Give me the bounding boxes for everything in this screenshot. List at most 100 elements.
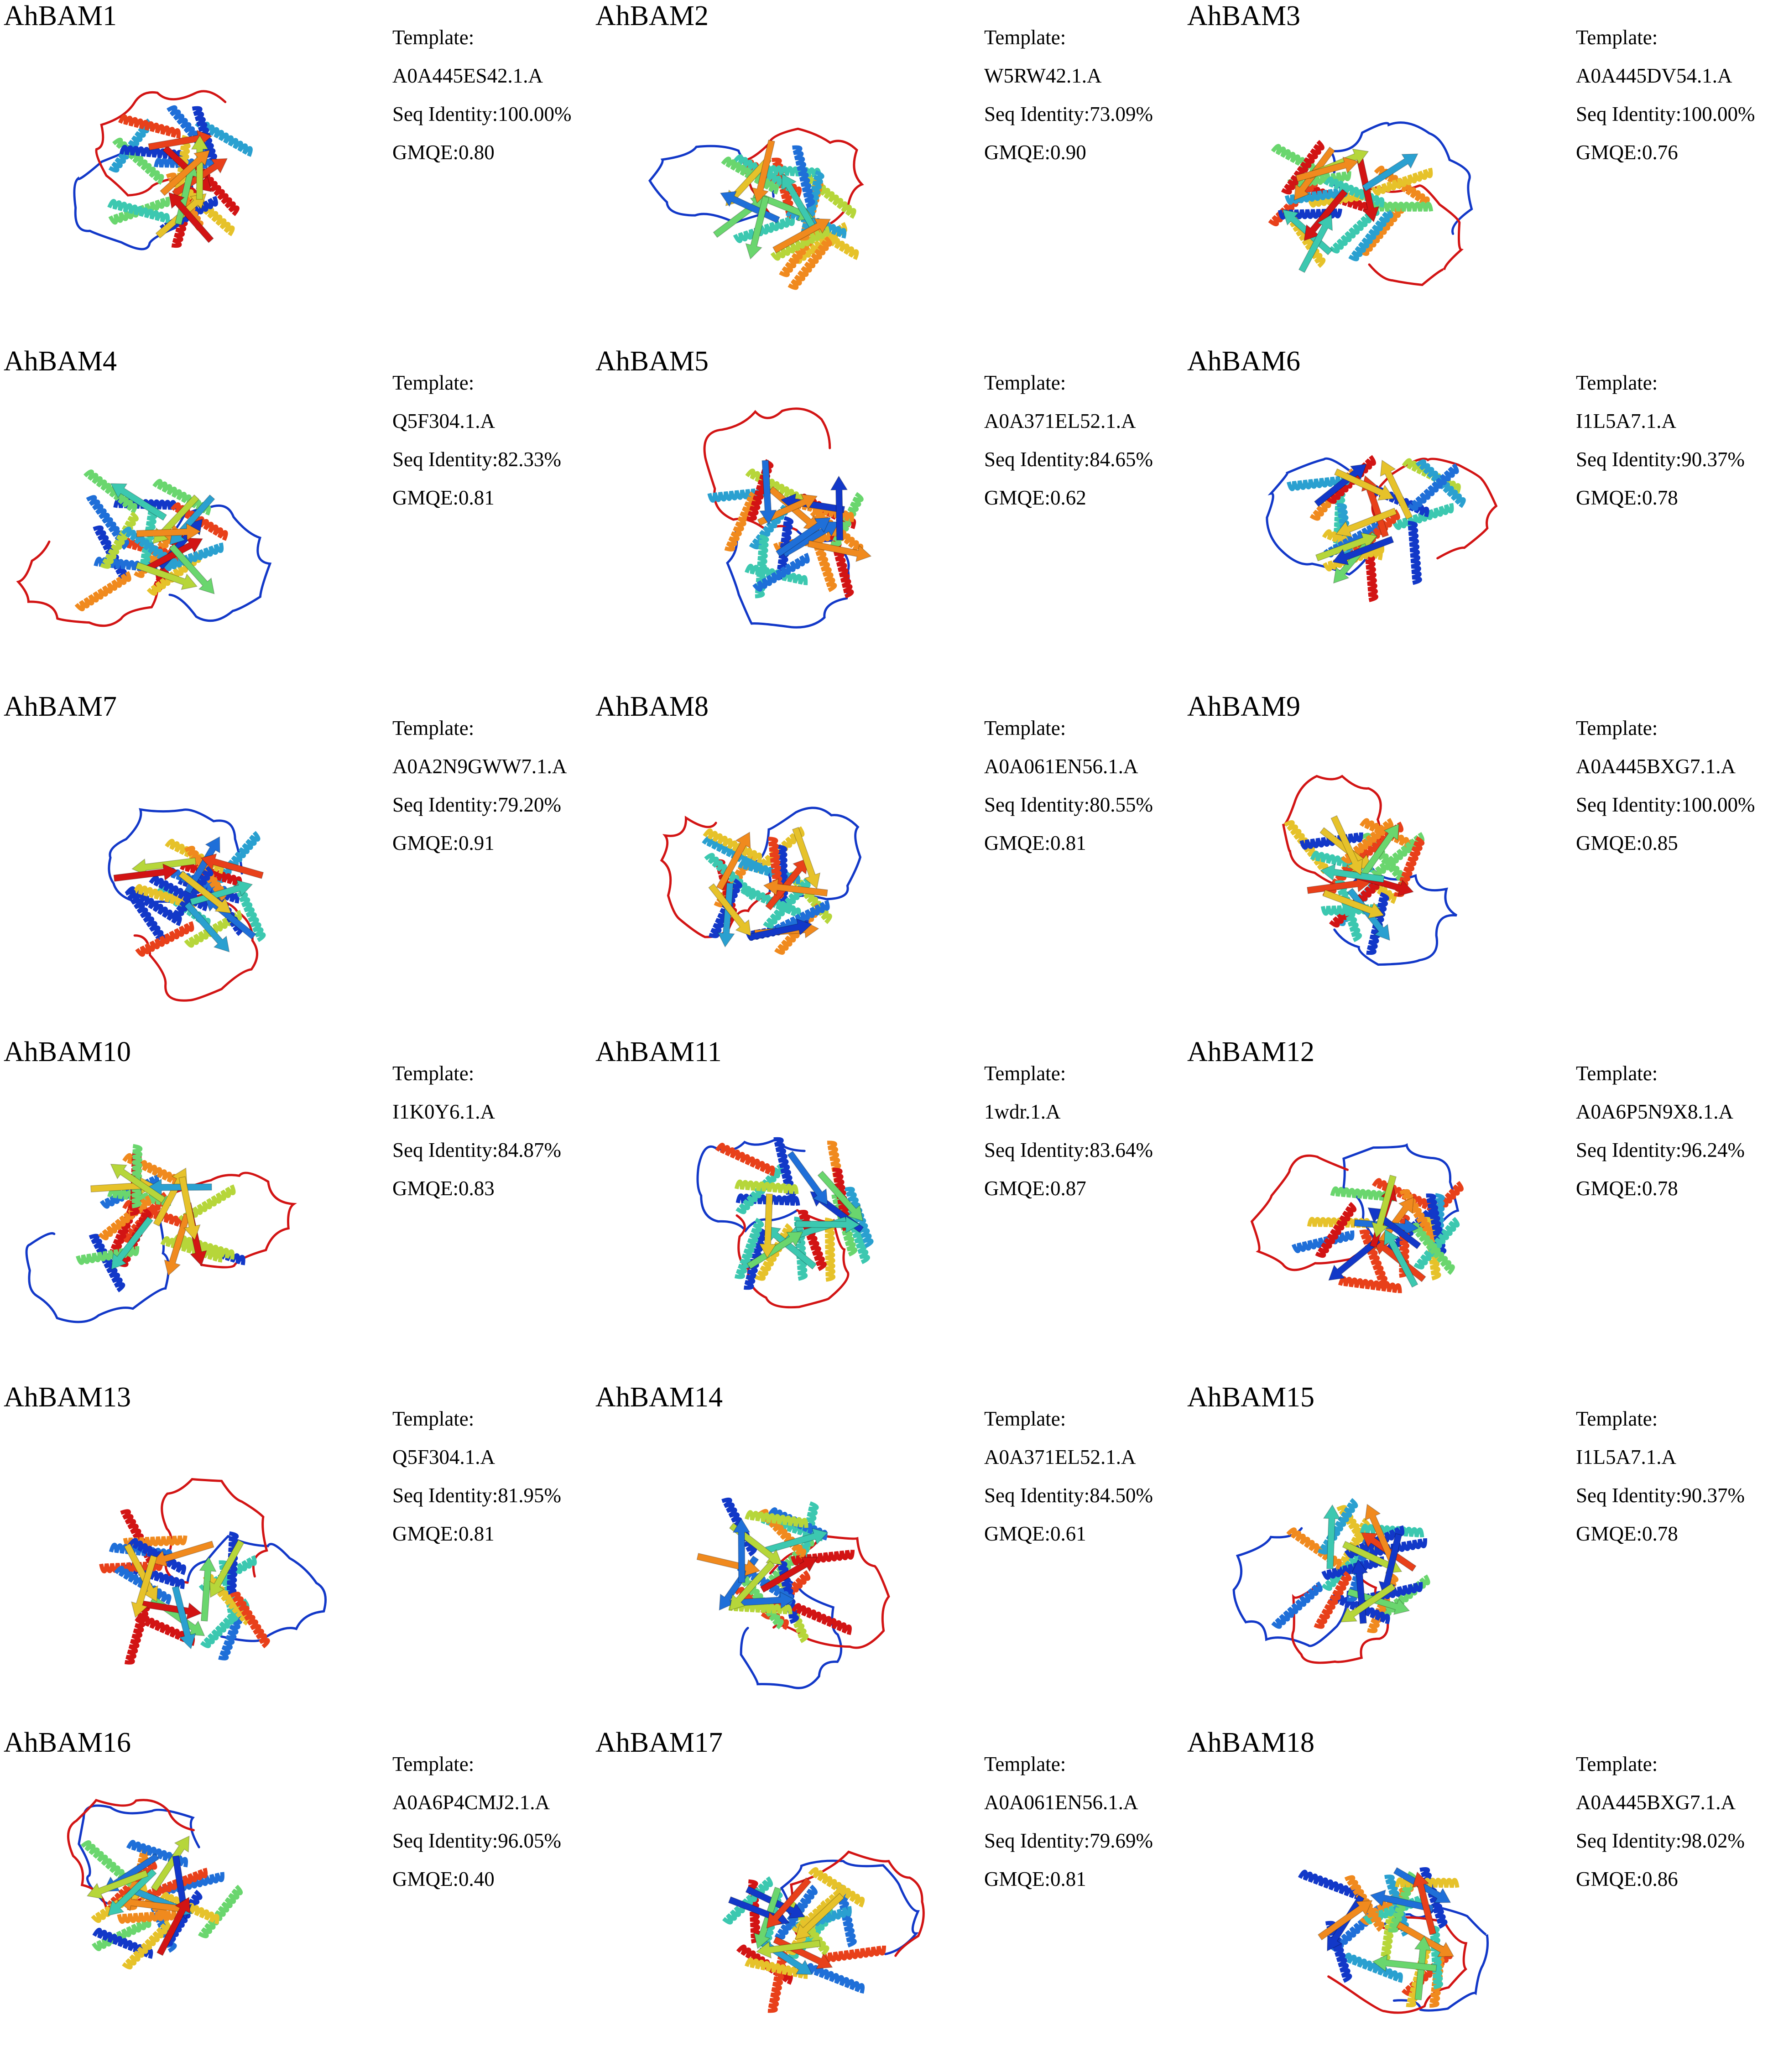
helix [1348, 208, 1393, 261]
beta-strand [1359, 823, 1399, 879]
helix [786, 871, 832, 924]
beta-strand [164, 1213, 191, 1276]
template-id: A0A061EN56.1.A [984, 1791, 1138, 1814]
template-id: I1L5A7.1.A [1576, 1446, 1676, 1468]
beta-strand [766, 1877, 812, 1929]
helix [794, 1217, 808, 1281]
template-id: A0A445BXG7.1.A [1576, 755, 1736, 778]
model-info: Template: Q5F304.1.A Seq Identity:81.95% GM… [392, 1400, 561, 1553]
structure-panel-ahbam4: AhBAM4 Template: Q5F304.1.A Seq Identity:82… [0, 345, 591, 691]
panel-title: AhBAM7 [4, 691, 117, 722]
disordered-loop [1282, 775, 1382, 887]
beta-strand [137, 1599, 203, 1620]
helix [1335, 880, 1362, 942]
model-info: Template: A0A445ES42.1.A Seq Identity:100.… [392, 18, 571, 172]
panel-title: AhBAM9 [1187, 691, 1301, 722]
protein-structure-image [1250, 1143, 1464, 1293]
helix [159, 1892, 219, 1925]
beta-strand [807, 540, 872, 562]
helix [808, 1867, 865, 1908]
template-id: 1wdr.1.A [984, 1100, 1061, 1123]
beta-strand [147, 1178, 212, 1197]
beta-strand [1322, 889, 1385, 919]
template-id: A0A6P4CMJ2.1.A [392, 1791, 550, 1814]
disordered-loop [161, 1478, 268, 1584]
beta-strand [113, 863, 178, 882]
template-id: A0A445DV54.1.A [1576, 64, 1732, 87]
panel-title: AhBAM13 [4, 1382, 131, 1413]
model-info: Template: I1L5A7.1.A Seq Identity:90.37% GM… [1576, 364, 1745, 517]
model-info: Template: A0A445DV54.1.A Seq Identity:100.… [1576, 18, 1755, 172]
protein-structure-image [722, 1850, 925, 2013]
model-info: Template: A0A061EN56.1.A Seq Identity:80.5… [984, 709, 1153, 862]
template-label: Template: [392, 1407, 475, 1430]
seq-identity: Seq Identity:100.00% [1576, 793, 1755, 816]
gmqe-score: GMQE:0.80 [392, 141, 495, 164]
beta-strand [131, 1555, 157, 1618]
beta-strand [172, 1585, 196, 1650]
model-info: Template: W5RW42.1.A Seq Identity:73.09% GM… [984, 18, 1153, 172]
beta-strand [745, 196, 770, 260]
panel-title: AhBAM4 [4, 346, 117, 377]
seq-identity: Seq Identity:96.05% [392, 1829, 561, 1852]
seq-identity: Seq Identity:100.00% [392, 103, 572, 125]
helix [1330, 1186, 1394, 1202]
beta-strand [708, 883, 751, 937]
gmqe-score: GMQE:0.78 [1576, 1177, 1678, 1200]
seq-identity: Seq Identity:84.50% [984, 1484, 1153, 1507]
protein-structure-image [1282, 775, 1458, 966]
model-info: Template: I1K0Y6.1.A Seq Identity:84.87% GM… [392, 1054, 561, 1208]
helix [1315, 1202, 1356, 1258]
helix [1342, 1952, 1403, 1983]
beta-strand [817, 1171, 864, 1222]
template-label: Template: [392, 1753, 475, 1775]
helix [724, 491, 758, 552]
beta-strand [199, 1557, 217, 1622]
helix [1408, 521, 1422, 585]
helix [822, 1945, 886, 1963]
beta-strand [209, 1539, 245, 1598]
panel-title: AhBAM2 [595, 0, 709, 31]
beta-strand [1356, 158, 1380, 223]
disordered-loop [1232, 1527, 1358, 1647]
structure-panel-ahbam2: AhBAM2 Template: W5RW42.1.A Seq Identity:73… [592, 0, 1183, 345]
helix [160, 1236, 223, 1263]
model-info: Template: 1wdr.1.A Seq Identity:83.64% GMQE… [984, 1054, 1153, 1208]
structure-panel-ahbam17: AhBAM17 Template: A0A061EN56.1.A Seq Identi… [592, 1727, 1183, 2072]
structure-panel-ahbam16: AhBAM16 Template: A0A6P4CMJ2.1.A Seq Identi… [0, 1727, 591, 2072]
helix [1271, 1581, 1323, 1629]
beta-strand [748, 918, 813, 941]
gmqe-score: GMQE:0.78 [1576, 1522, 1678, 1545]
template-id: A0A2N9GWW7.1.A [392, 755, 567, 778]
seq-identity: Seq Identity:90.37% [1576, 1484, 1745, 1507]
helix [229, 1592, 270, 1649]
template-label: Template: [392, 371, 475, 394]
helix [1360, 1582, 1423, 1604]
disordered-loop [133, 893, 259, 1002]
template-id: I1K0Y6.1.A [392, 1100, 495, 1123]
panel-title: AhBAM5 [595, 346, 709, 377]
helix [770, 900, 830, 935]
protein-structure-image [73, 90, 253, 250]
helix [140, 505, 158, 569]
helix [1408, 1223, 1455, 1275]
seq-identity: Seq Identity:73.09% [984, 103, 1153, 125]
beta-strand [1334, 468, 1395, 501]
model-info: Template: Q5F304.1.A Seq Identity:82.33% GM… [392, 364, 561, 517]
seq-identity: Seq Identity:98.02% [1576, 1829, 1745, 1852]
beta-strand [168, 192, 214, 243]
template-id: I1L5A7.1.A [1576, 410, 1676, 432]
beta-strand [135, 562, 198, 590]
helix [1314, 1571, 1352, 1629]
seq-identity: Seq Identity:84.87% [392, 1139, 561, 1161]
panel-title: AhBAM10 [4, 1036, 131, 1067]
structure-panel-ahbam15: AhBAM15 Template: I1L5A7.1.A Seq Identity:9… [1184, 1381, 1773, 1727]
template-label: Template: [1576, 1753, 1658, 1775]
beta-strand [763, 878, 828, 897]
structure-panel-ahbam18: AhBAM18 Template: A0A445BXG7.1.A Seq Identi… [1184, 1727, 1773, 2072]
helix [1429, 1925, 1444, 1989]
helix [1298, 1869, 1359, 1900]
protein-structure-image [703, 407, 872, 629]
disordered-loop [696, 1137, 806, 1233]
template-label: Template: [984, 717, 1066, 739]
